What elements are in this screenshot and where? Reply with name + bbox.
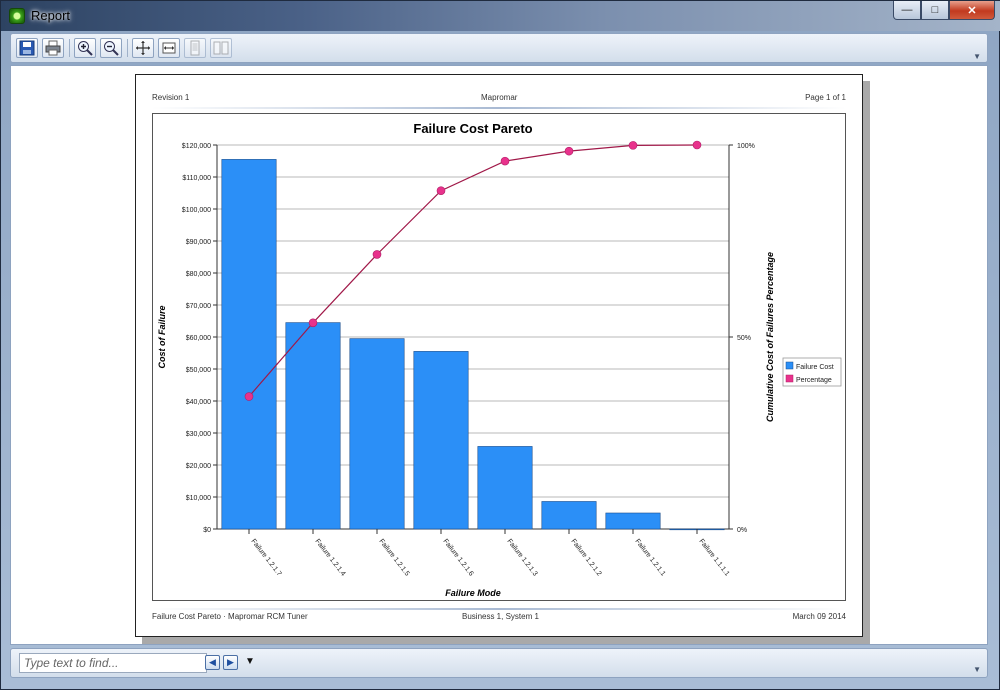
- two-page-button[interactable]: [210, 38, 232, 58]
- y-tick-label: $40,000: [186, 399, 211, 406]
- toolbar-overflow-icon[interactable]: ▼: [973, 52, 981, 61]
- y-tick-label: $80,000: [186, 271, 211, 278]
- percentage-point: [628, 141, 638, 150]
- window-title: Report: [31, 8, 71, 23]
- save-icon: [19, 40, 35, 56]
- fit-page-button[interactable]: [132, 38, 154, 58]
- find-bar: ◀ ▶ ▼ ▼: [10, 648, 988, 678]
- find-next-button[interactable]: ▶: [223, 655, 238, 670]
- fit-width-icon: [162, 42, 176, 54]
- y-axis-label: Cost of Failure: [157, 305, 167, 368]
- x-axis-label: Failure Mode: [445, 588, 501, 598]
- zoom-in-icon: [78, 41, 93, 56]
- percentage-point: [436, 186, 446, 195]
- percentage-point: [244, 392, 254, 401]
- print-icon: [45, 40, 61, 56]
- y-tick-label: $70,000: [186, 303, 211, 310]
- footer-report-name: Failure Cost Pareto · Mapromar RCM Tuner: [152, 612, 308, 621]
- x-tick-label: Failure 1.2.1.7: [249, 538, 282, 578]
- x-tick-label: Failure 1.2.1.2: [569, 538, 602, 578]
- save-button[interactable]: [16, 38, 38, 58]
- percentage-line: [248, 144, 698, 397]
- minimize-button[interactable]: —: [893, 1, 921, 20]
- header-revision: Revision 1: [152, 93, 190, 102]
- y2-tick-label: 50%: [737, 335, 751, 342]
- legend-label-percentage: Percentage: [796, 377, 832, 384]
- find-previous-button[interactable]: ◀: [205, 655, 220, 670]
- y-tick-label: $120,000: [182, 143, 211, 150]
- x-tick-label: Failure 1.1.1.1: [697, 538, 730, 578]
- legend-swatch-failure-cost: [785, 361, 794, 370]
- bar: [221, 159, 277, 530]
- y-tick-label: $10,000: [186, 495, 211, 502]
- two-page-icon: [213, 41, 229, 55]
- footer-scope: Business 1, System 1: [462, 612, 539, 621]
- percentage-point: [372, 250, 382, 259]
- print-button[interactable]: [42, 38, 64, 58]
- fit-page-icon: [136, 41, 150, 55]
- footer-date: March 09 2014: [792, 612, 846, 621]
- y-tick-label: $0: [203, 527, 211, 534]
- close-button[interactable]: ✕: [949, 1, 995, 20]
- maximize-button[interactable]: □: [921, 1, 949, 20]
- y2-axis-label: Cumulative Cost of Failures Percentage: [765, 252, 775, 422]
- y-tick-label: $60,000: [186, 335, 211, 342]
- report-toolbar: ▼: [10, 33, 988, 63]
- report-page: Revision 1 Mapromar Page 1 of 1 Failure …: [135, 74, 863, 637]
- x-tick-label: Failure 1.2.1.5: [377, 538, 410, 578]
- percentage-point: [308, 318, 318, 328]
- header-page-number: Page 1 of 1: [805, 93, 846, 102]
- y-tick-label: $50,000: [186, 367, 211, 374]
- bar: [605, 512, 661, 530]
- findbar-overflow-icon[interactable]: ▼: [973, 665, 981, 674]
- percentage-point: [692, 140, 702, 150]
- zoom-in-button[interactable]: [74, 38, 96, 58]
- title-bar[interactable]: Report — □ ✕: [1, 1, 1000, 31]
- bar: [349, 338, 405, 530]
- bar: [477, 446, 533, 530]
- single-page-button[interactable]: [184, 38, 206, 58]
- arrow-right-icon: ▶: [227, 657, 234, 667]
- find-text-input[interactable]: [19, 653, 207, 673]
- y2-tick-label: 100%: [737, 143, 755, 150]
- y-tick-label: $100,000: [182, 207, 211, 214]
- header-company: Mapromar: [481, 93, 518, 102]
- y-tick-label: $30,000: [186, 431, 211, 438]
- gear-app-icon: [9, 8, 25, 24]
- x-tick-label: Failure 1.2.1.6: [441, 538, 474, 578]
- y-tick-label: $90,000: [186, 239, 211, 246]
- bar: [285, 322, 341, 530]
- pareto-chart: Failure Cost Pareto $0 $10,000 $20,000 $30,0…: [152, 113, 846, 601]
- y-tick-label: $110,000: [182, 175, 211, 182]
- y-tick-label: $20,000: [186, 463, 211, 470]
- y2-tick-label: 0%: [737, 527, 747, 534]
- fit-width-button[interactable]: [158, 38, 180, 58]
- zoom-out-icon: [104, 41, 119, 56]
- legend-swatch-percentage: [785, 374, 794, 383]
- zoom-out-button[interactable]: [100, 38, 122, 58]
- percentage-point: [500, 156, 510, 166]
- chart-canvas: Failure Cost Pareto $0 $10,000 $20,000 $30,0…: [157, 121, 842, 598]
- x-tick-label: Failure 1.2.1.1: [633, 538, 666, 578]
- bar: [413, 351, 469, 530]
- find-options-dropdown[interactable]: ▼: [245, 656, 255, 667]
- chart-title: Failure Cost Pareto: [413, 121, 532, 136]
- x-tick-label: Failure 1.2.1.3: [505, 538, 538, 578]
- bar: [541, 501, 597, 530]
- legend-label-failure-cost: Failure Cost: [796, 364, 834, 371]
- single-page-icon: [190, 40, 200, 56]
- x-tick-label: Failure 1.2.1.4: [313, 538, 346, 578]
- percentage-point: [564, 146, 574, 156]
- arrow-left-icon: ◀: [209, 657, 216, 667]
